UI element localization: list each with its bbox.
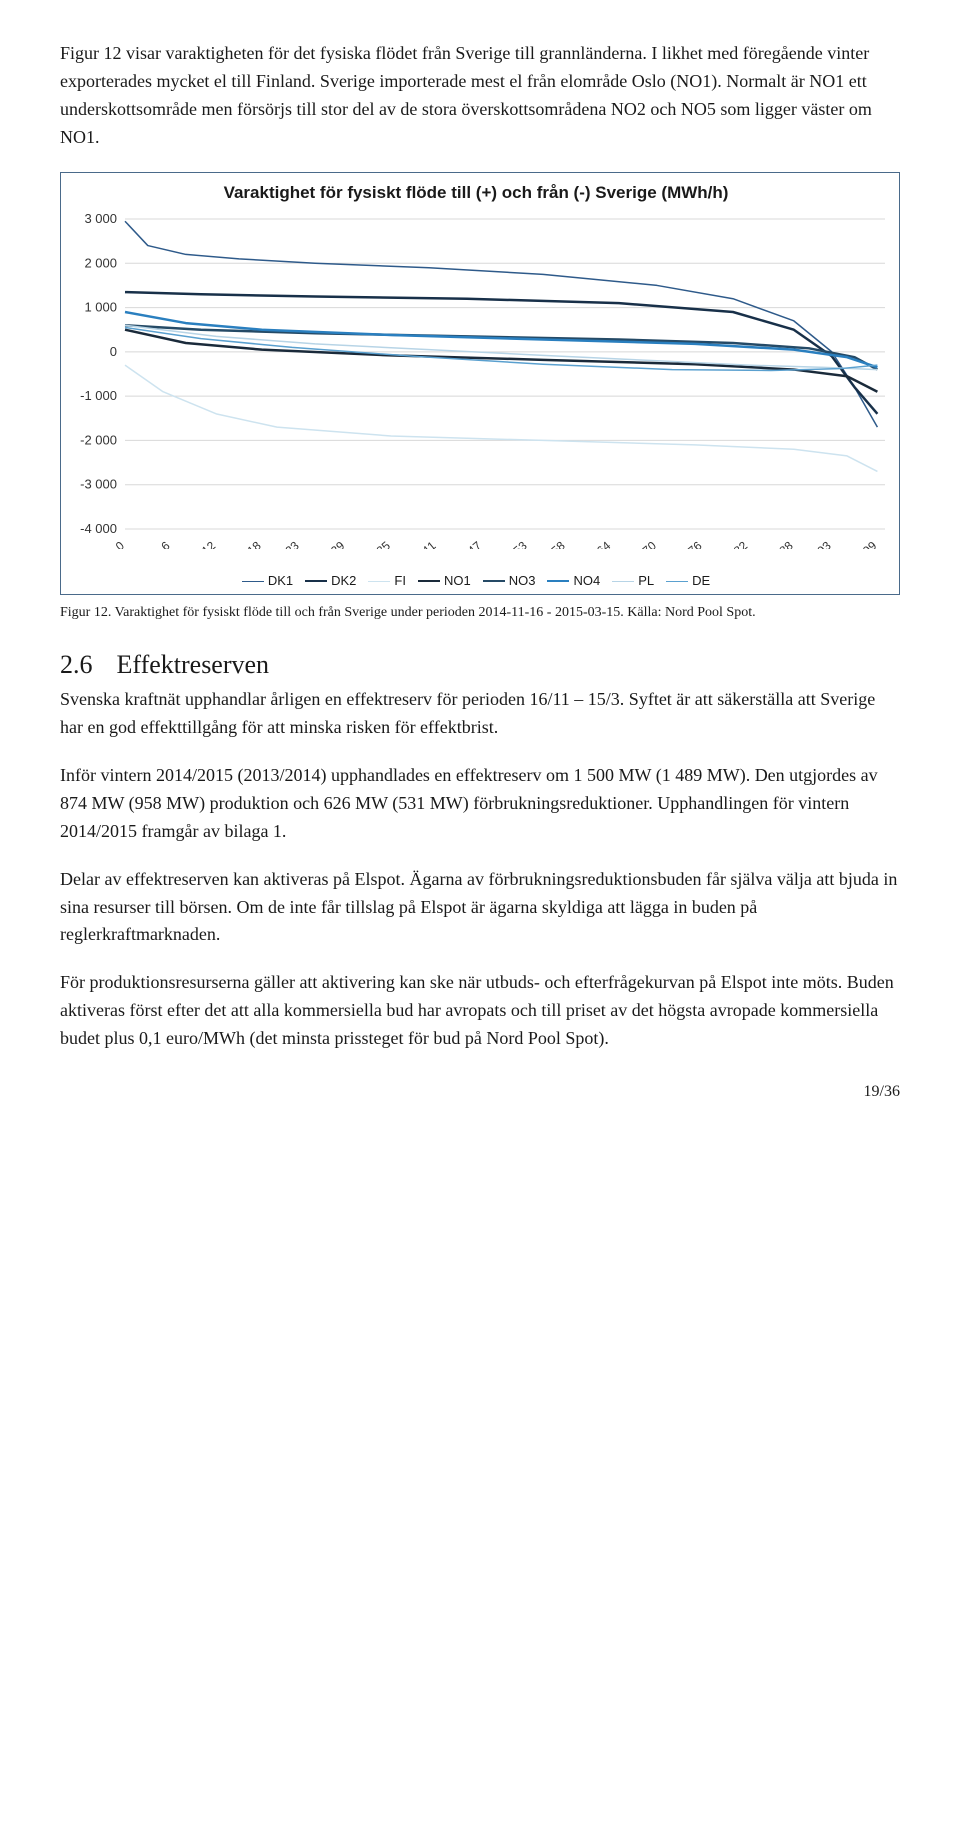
legend-item-dk1: DK1	[242, 573, 293, 588]
svg-text:93: 93	[814, 538, 833, 549]
svg-text:29: 29	[328, 538, 347, 549]
legend-item-pl: PL	[612, 573, 654, 588]
svg-text:0: 0	[110, 343, 117, 358]
svg-text:6: 6	[158, 538, 172, 549]
body-para-2: Inför vintern 2014/2015 (2013/2014) upph…	[60, 762, 900, 846]
svg-text:0: 0	[113, 538, 127, 549]
svg-text:-1 000: -1 000	[80, 388, 117, 403]
svg-text:1 000: 1 000	[84, 299, 117, 314]
svg-text:99: 99	[860, 538, 879, 549]
svg-text:70: 70	[640, 538, 659, 549]
chart-plot-area: -4 000 -3 000 -2 000 -1 000 0 1 000 2 000 3 000…	[65, 209, 887, 569]
body-para-3: Delar av effektreserven kan aktiveras på…	[60, 866, 900, 950]
legend-item-no1: NO1	[418, 573, 471, 588]
svg-text:12: 12	[199, 538, 218, 549]
duration-chart: Varaktighet för fysiskt flöde till (+) o…	[60, 172, 900, 595]
page-number: 19/36	[60, 1083, 900, 1101]
section-title: Effektreserven	[117, 650, 270, 680]
svg-text:88: 88	[776, 538, 795, 549]
svg-text:-3 000: -3 000	[80, 476, 117, 491]
svg-text:58: 58	[548, 538, 567, 549]
legend-item-dk2: DK2	[305, 573, 356, 588]
svg-text:47: 47	[465, 538, 484, 549]
svg-text:41: 41	[419, 538, 438, 549]
intro-paragraph: Figur 12 visar varaktigheten för det fys…	[60, 40, 900, 152]
svg-text:23: 23	[282, 538, 301, 549]
chart-title: Varaktighet för fysiskt flöde till (+) o…	[65, 183, 887, 203]
svg-text:3 000: 3 000	[84, 211, 117, 226]
legend-item-no4: NO4	[547, 573, 600, 588]
svg-text:64: 64	[594, 538, 613, 549]
body-para-1: Svenska kraftnät upphandlar årligen en e…	[60, 686, 900, 742]
svg-text:-4 000: -4 000	[80, 521, 117, 536]
svg-text:18: 18	[244, 538, 263, 549]
chart-legend: DK1 DK2 FI NO1 NO3 NO4 PL DE	[65, 569, 887, 590]
svg-text:35: 35	[374, 538, 393, 549]
section-number: 2.6	[60, 650, 93, 680]
svg-text:76: 76	[685, 538, 704, 549]
legend-item-de: DE	[666, 573, 710, 588]
svg-text:82: 82	[731, 538, 750, 549]
legend-item-fi: FI	[368, 573, 406, 588]
svg-text:53: 53	[510, 538, 529, 549]
svg-text:-2 000: -2 000	[80, 432, 117, 447]
legend-item-no3: NO3	[483, 573, 536, 588]
section-heading: 2.6 Effektreserven	[60, 650, 900, 680]
body-para-4: För produktionsresurserna gäller att akt…	[60, 969, 900, 1053]
svg-text:2 000: 2 000	[84, 255, 117, 270]
chart-caption: Figur 12. Varaktighet för fysiskt flöde …	[60, 603, 900, 623]
